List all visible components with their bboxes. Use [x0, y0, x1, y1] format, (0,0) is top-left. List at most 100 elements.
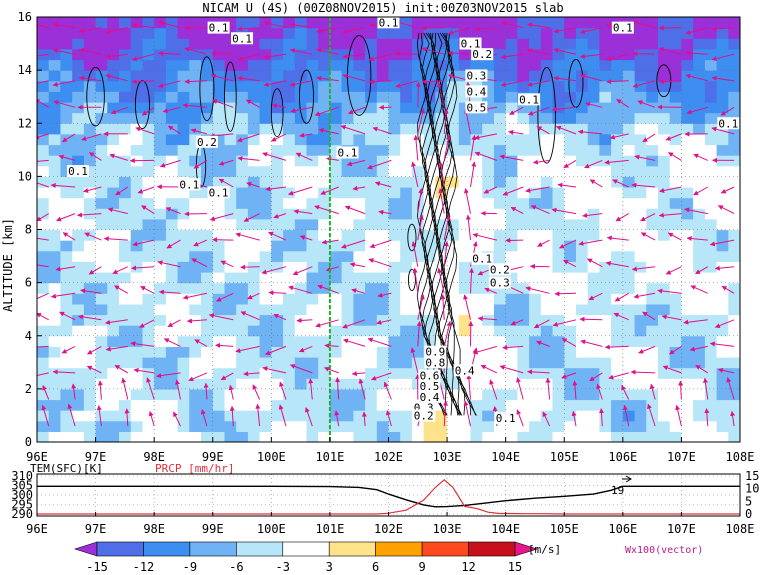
shading-cell: [37, 165, 50, 177]
shading-cell: [646, 229, 659, 241]
shading-cell: [669, 410, 682, 422]
shading-cell: [693, 80, 706, 92]
shading-cell: [634, 325, 647, 337]
shading-cell: [329, 431, 343, 442]
shading-cell: [341, 346, 354, 358]
shading-cell: [329, 197, 343, 209]
shading-cell: [365, 431, 378, 442]
shading-cell: [693, 357, 706, 369]
x-tick-label: 102E: [374, 450, 403, 464]
shading-cell: [517, 250, 530, 262]
shading-cell: [470, 187, 483, 199]
shading-cell: [587, 261, 600, 273]
shading-cell: [658, 38, 671, 50]
shading-cell: [212, 431, 226, 442]
shading-cell: [693, 91, 706, 103]
wind-vector: [410, 347, 419, 374]
shading-cell: [365, 27, 378, 39]
shading-cell: [611, 272, 624, 284]
shading-cell: [716, 272, 729, 284]
wind-vector: [265, 186, 287, 192]
shading-cell: [259, 38, 272, 50]
contour-label-box: [418, 380, 441, 393]
shading-cell: [552, 27, 565, 39]
shading-cell: [494, 346, 507, 358]
shading-cell: [236, 70, 249, 82]
shading-cell: [119, 431, 132, 442]
shading-cell: [130, 410, 143, 422]
wind-vector: [87, 345, 102, 355]
shading-cell: [165, 17, 179, 29]
shading-cell: [60, 399, 73, 411]
wind-vector: [229, 405, 235, 427]
shading-cell: [247, 410, 261, 422]
shading-cell: [212, 38, 226, 50]
shading-cell: [95, 261, 108, 273]
shading-cell: [599, 272, 612, 284]
shading-cell: [728, 133, 740, 146]
shading-cell: [247, 378, 261, 390]
shading-cell: [142, 346, 155, 358]
shading-cell: [306, 229, 319, 241]
shading-cell: [306, 346, 319, 358]
shading-cell: [247, 187, 261, 199]
shading-cell: [517, 123, 530, 135]
shading-cell: [165, 144, 179, 156]
wind-vector: [245, 99, 260, 108]
contour-label-text: 0.1: [496, 412, 516, 425]
shading-cell: [212, 197, 226, 209]
shading-cell: [247, 27, 261, 39]
shading-cell: [189, 272, 202, 284]
shading-cell: [564, 240, 577, 252]
shading-cell: [107, 197, 120, 209]
shading-cell: [634, 388, 647, 401]
wind-vector: [317, 284, 339, 294]
shading-cell: [236, 250, 249, 262]
shading-cell: [423, 261, 436, 273]
shading-cell: [60, 155, 73, 167]
contour-line: [444, 32, 477, 416]
contour-label-box: [231, 32, 254, 45]
shading-cell: [470, 314, 483, 326]
shading-cell: [634, 91, 647, 103]
shading-cell: [470, 431, 483, 442]
shading-cell: [72, 176, 85, 188]
shading-cell: [329, 187, 343, 199]
shading-cell: [376, 80, 390, 92]
shading-cell: [154, 250, 167, 262]
shading-cell: [540, 48, 554, 61]
shading-cell: [529, 282, 542, 294]
shading-cell: [388, 431, 401, 442]
wind-vector: [167, 319, 181, 328]
wind-vector: [720, 186, 735, 194]
shading-cell: [271, 218, 284, 231]
shading-cell: [622, 229, 636, 241]
shading-cell: [119, 144, 132, 156]
shading-cell: [587, 17, 600, 29]
shading-cell: [411, 112, 425, 124]
shading-cell: [142, 165, 155, 177]
shading-cell: [517, 80, 530, 92]
shading-cell: [154, 357, 167, 369]
shading-cell: [458, 420, 472, 432]
shading-cell: [259, 102, 272, 114]
shading-cell: [646, 282, 659, 294]
shading-cell: [482, 378, 495, 390]
wind-vector: [42, 385, 50, 400]
shading-cell: [587, 218, 600, 231]
shading-cell: [728, 367, 740, 379]
shading-cell: [107, 388, 120, 401]
shading-cell: [704, 335, 718, 347]
surface-x-ticks: 96E 97E 98E 99E 100E 101E 102E 103E 104E 105E 106E…: [26, 512, 754, 536]
shading-cell: [142, 17, 155, 29]
shading-cell: [236, 187, 249, 199]
shading-cell: [704, 155, 718, 167]
wind-vector: [369, 239, 392, 249]
wind-vector: [335, 377, 341, 400]
shading-cell: [353, 155, 366, 167]
shading-cell: [634, 420, 647, 432]
shading-cell: [587, 378, 600, 390]
shading-cell: [540, 38, 554, 50]
shading-cell: [470, 144, 483, 156]
shading-cell: [259, 112, 272, 124]
